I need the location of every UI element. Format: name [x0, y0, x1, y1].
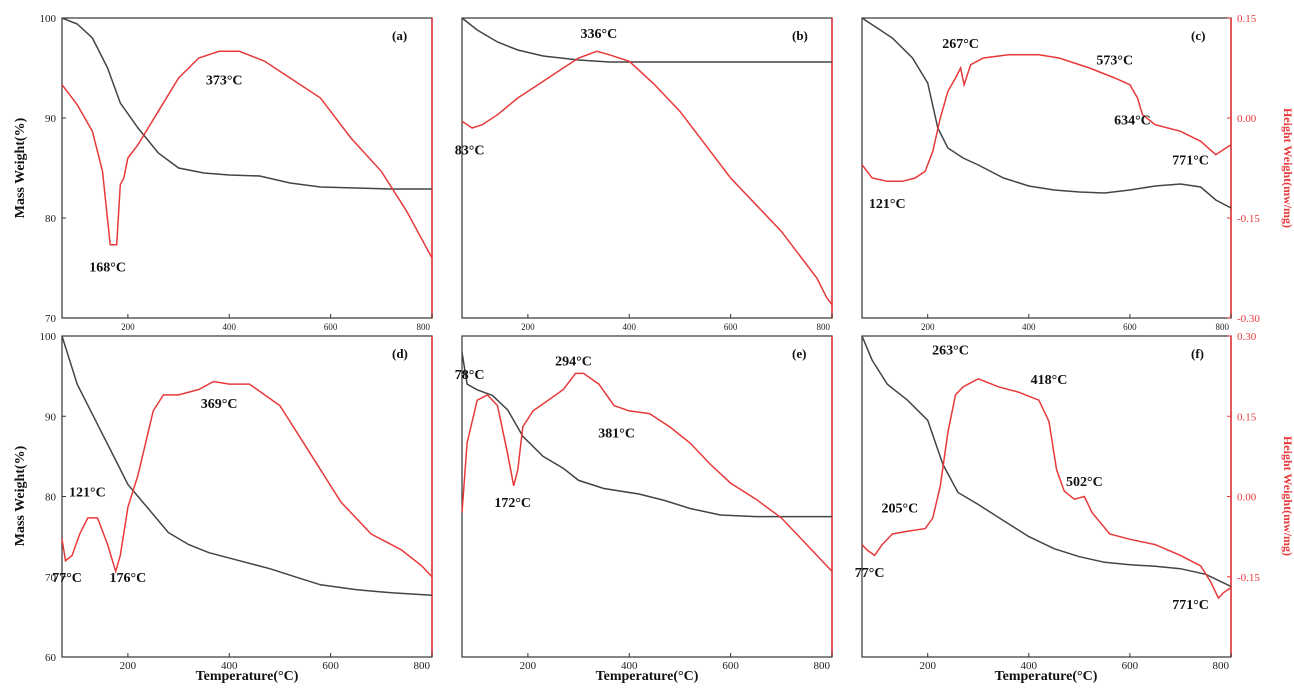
- peak-annotation: 121°C: [869, 197, 906, 212]
- x-tick-label: 600: [324, 322, 338, 332]
- x-tick-label: 600: [724, 322, 738, 332]
- x-tick-label: 200: [921, 322, 935, 332]
- peak-annotation: 369°C: [201, 397, 238, 412]
- x-tick-label: 800: [414, 660, 431, 672]
- x-tick-label: 200: [121, 322, 135, 332]
- right-tick-label: -0.15: [1237, 213, 1260, 225]
- x-axis-title-panel-e: Temperature(°C): [596, 669, 699, 684]
- panel-e-label: (e): [792, 346, 806, 361]
- peak-annotation: 418°C: [1031, 373, 1068, 388]
- panel-d-label: (d): [392, 346, 408, 361]
- panel-c-label: (c): [1191, 28, 1205, 43]
- x-tick-label: 200: [521, 322, 535, 332]
- panel-a-label: (a): [392, 28, 407, 43]
- x-tick-label: 200: [919, 660, 936, 672]
- x-axis-title-panel-f: Temperature(°C): [995, 669, 1098, 684]
- panel-b-frame: [461, 17, 833, 319]
- peak-annotation: 267°C: [942, 37, 979, 52]
- panel-c-heat-curve: [861, 53, 1232, 183]
- peak-annotation: 77°C: [52, 571, 82, 586]
- left-tick-label: 80: [45, 213, 57, 225]
- left-tick-label: 70: [45, 572, 57, 584]
- peak-annotation: 168°C: [89, 260, 126, 275]
- panel-c-mass-curve: [861, 17, 1232, 209]
- x-tick-label: 400: [223, 322, 237, 332]
- right-tick-label: -0.30: [1237, 313, 1260, 325]
- left-axis-title-row1: Mass Weight(%): [13, 117, 28, 218]
- left-tick-label: 100: [40, 331, 57, 343]
- peak-annotation: 263°C: [932, 344, 969, 359]
- peak-annotation: 573°C: [1096, 54, 1133, 69]
- peak-annotation: 381°C: [598, 427, 635, 442]
- axes-layer: [61, 17, 1232, 658]
- peak-annotation: 502°C: [1066, 475, 1103, 490]
- left-tick-label: 100: [40, 13, 57, 25]
- x-tick-label: 600: [722, 660, 739, 672]
- peak-annotation: 771°C: [1172, 154, 1209, 169]
- panel-b-heat-curve: [461, 50, 833, 306]
- panel-f-heat-curve: [861, 377, 1232, 600]
- peak-annotation: 294°C: [555, 354, 592, 369]
- right-tick-label: 0.00: [1237, 492, 1257, 504]
- panel-d-mass-curve: [61, 335, 433, 596]
- x-tick-label: 200: [520, 660, 537, 672]
- left-tick-label: 80: [45, 492, 57, 504]
- panel-b-mass-curve: [461, 17, 832, 63]
- left-tick-label: 70: [45, 313, 57, 325]
- x-tick-label: 400: [623, 322, 637, 332]
- peak-annotation: 205°C: [882, 502, 919, 517]
- right-axis-title-row1: Height Weight(mw/mg): [1281, 108, 1294, 228]
- right-tick-label: 0.15: [1237, 411, 1257, 423]
- x-tick-label: 400: [1021, 660, 1038, 672]
- x-tick-label: 600: [1122, 660, 1139, 672]
- x-tick-label: 800: [817, 322, 831, 332]
- left-tick-label: 90: [45, 411, 57, 423]
- right-tick-label: -0.15: [1237, 572, 1260, 584]
- peak-annotation: 121°C: [69, 486, 106, 501]
- panel-a-heat-curve: [61, 50, 433, 259]
- x-tick-label: 800: [1216, 322, 1230, 332]
- x-tick-label: 600: [1123, 322, 1137, 332]
- x-tick-label: 400: [1022, 322, 1036, 332]
- right-tick-label: 0.00: [1237, 113, 1257, 125]
- panel-f-label: (f): [1191, 346, 1204, 361]
- panel-a-mass-curve: [61, 17, 432, 190]
- curves-layer: [61, 17, 1232, 600]
- x-tick-label: 400: [621, 660, 638, 672]
- peak-annotation: 172°C: [494, 496, 531, 511]
- panel-d-heat-curve: [61, 380, 433, 578]
- x-tick-label: 600: [322, 660, 339, 672]
- peak-annotation: 634°C: [1114, 114, 1151, 129]
- text-layer: 70 80 90 100 200 400 600 800 (a) 168°C 373°C 200 400…: [40, 13, 1261, 672]
- left-tick-label: 60: [45, 652, 57, 664]
- peak-annotation: 77°C: [855, 566, 885, 581]
- right-tick-label: 0.30: [1237, 331, 1257, 343]
- panel-f-mass-curve: [861, 335, 1232, 588]
- peak-annotation: 83°C: [455, 144, 485, 159]
- x-tick-label: 800: [1213, 660, 1230, 672]
- x-tick-label: 800: [814, 660, 831, 672]
- peak-annotation: 78°C: [455, 368, 485, 383]
- x-tick-label: 800: [417, 322, 431, 332]
- peak-annotation: 336°C: [580, 27, 617, 42]
- right-axis-title-row2: Height Weight(mw/mg): [1281, 436, 1294, 556]
- panel-e-heat-curve: [461, 372, 833, 572]
- peak-annotation: 373°C: [206, 74, 243, 89]
- right-tick-label: 0.15: [1237, 13, 1257, 25]
- x-axis-title-panel-d: Temperature(°C): [196, 669, 299, 684]
- peak-annotation: 771°C: [1172, 598, 1209, 613]
- left-axis-title-row2: Mass Weight(%): [13, 445, 28, 546]
- x-tick-label: 200: [120, 660, 137, 672]
- peak-annotation: 176°C: [110, 571, 147, 586]
- x-tick-label: 400: [221, 660, 238, 672]
- panel-b-label: (b): [792, 28, 808, 43]
- left-tick-label: 90: [45, 113, 57, 125]
- panel-e-mass-curve: [461, 351, 832, 518]
